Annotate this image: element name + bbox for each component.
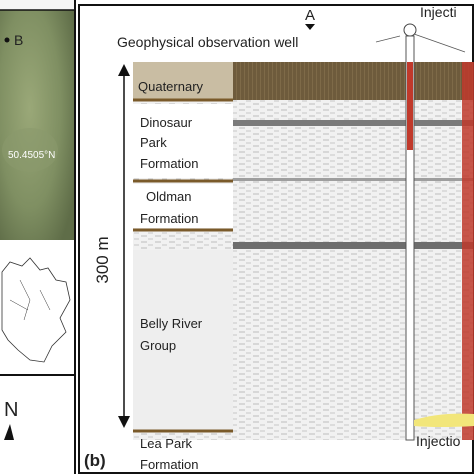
dark-band xyxy=(233,120,473,126)
unit-label: Formation xyxy=(140,211,199,226)
canada-map xyxy=(1,257,71,363)
unit-label: Formation xyxy=(140,457,199,472)
panel-a: B 50.4505°N N xyxy=(0,0,76,474)
boundaries xyxy=(133,98,233,433)
unit-label: Park xyxy=(140,135,167,150)
injection-well xyxy=(462,62,474,440)
point-a-label: A xyxy=(305,7,315,24)
unit-label: Oldman xyxy=(146,189,192,204)
observation-well-label: Geophysical observation well xyxy=(117,34,298,50)
band xyxy=(233,178,473,181)
unit-label: Quaternary xyxy=(138,79,204,94)
north-label: N xyxy=(4,399,18,421)
unit-label: Formation xyxy=(140,156,199,171)
top-margin xyxy=(0,0,74,10)
observation-well xyxy=(405,35,415,441)
dinosaur-box xyxy=(133,104,233,178)
unit-label: Dinosaur xyxy=(140,115,193,130)
quaternary-box xyxy=(133,62,233,100)
unit-label: Lea Park xyxy=(140,436,193,451)
panel-label: (b) xyxy=(84,451,106,470)
north-arrow xyxy=(4,424,14,440)
satellite-image xyxy=(0,0,74,240)
provinces xyxy=(9,279,51,321)
scale-label: 300 m xyxy=(93,236,112,283)
well-screen xyxy=(407,62,413,150)
latitude-label: 50.4505°N xyxy=(8,150,55,161)
point-a-marker xyxy=(305,24,315,30)
terrain xyxy=(2,128,58,172)
injection-well-label: Injecti xyxy=(420,4,457,20)
strata xyxy=(233,62,473,440)
quaternary-layer xyxy=(233,62,473,100)
oldman-box xyxy=(133,184,233,228)
belly-box xyxy=(133,250,233,430)
unit-label: Belly River xyxy=(140,316,203,331)
unit-label: Group xyxy=(140,338,176,353)
dark-band xyxy=(233,242,473,249)
point-b xyxy=(4,37,10,43)
point-b-label: B xyxy=(14,32,23,48)
injection-zone xyxy=(414,413,474,427)
injection-well-bottom-label: Injectio xyxy=(416,433,461,449)
panel-b: Quaternary Dinosaur Park Formation Oldma… xyxy=(78,4,474,474)
